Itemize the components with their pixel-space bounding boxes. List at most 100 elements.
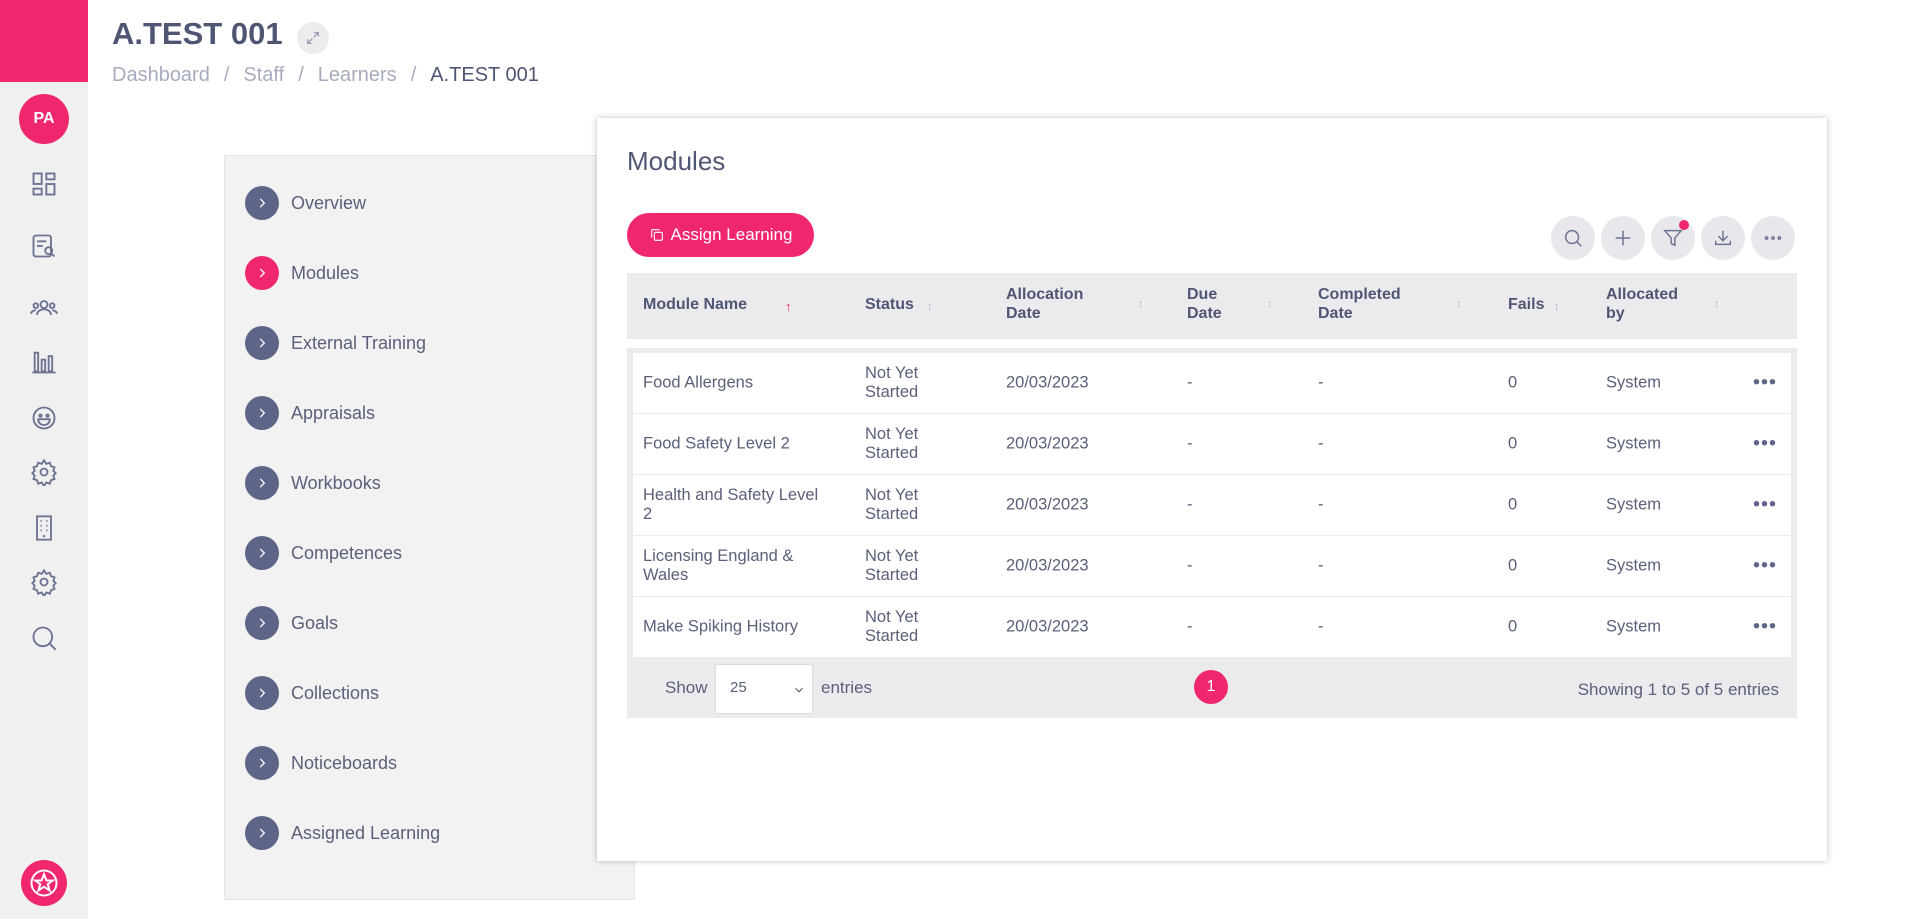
table-more-button[interactable] <box>1751 216 1795 260</box>
table-search-button[interactable] <box>1551 216 1595 260</box>
table-row[interactable]: Health and Safety Level 2 Not Yet Started … <box>633 475 1791 535</box>
row-more-icon[interactable]: ••• <box>1752 432 1777 455</box>
users-icon[interactable] <box>28 292 60 324</box>
column-completed-date[interactable]: Completed Date ↕ <box>1318 286 1462 322</box>
dashboard-icon[interactable] <box>28 168 60 200</box>
expand-icon <box>307 32 319 44</box>
gear-icon[interactable] <box>28 456 60 488</box>
nav-item-overview[interactable]: Overview <box>245 186 366 220</box>
nav-item-appraisals[interactable]: Appraisals <box>245 396 375 430</box>
chevron-down-icon <box>795 687 803 693</box>
column-fails[interactable]: Fails ↕ <box>1508 295 1578 314</box>
nav-item-collections[interactable]: Collections <box>245 676 379 710</box>
cell-allocation-date: 20/03/2023 <box>1006 556 1089 575</box>
cell-status: Not Yet Started <box>865 364 919 401</box>
filter-active-dot <box>1679 220 1689 230</box>
table-filter-button[interactable] <box>1651 216 1695 260</box>
cell-fails: 0 <box>1508 617 1518 636</box>
nav-item-label: Collections <box>291 682 380 703</box>
table-row[interactable]: Licensing England & Wales Not Yet Started … <box>633 536 1791 596</box>
sort-icon: ↕ <box>1138 298 1144 310</box>
sort-icon: ↕ <box>1714 298 1720 310</box>
chevron-right-icon <box>245 256 279 290</box>
breadcrumb: Dashboard / Staff / Learners / A.TEST 00… <box>112 64 539 87</box>
cell-status: Not Yet Started <box>865 425 919 462</box>
sort-asc-icon: ↑ <box>785 299 792 314</box>
nav-item-external-training[interactable]: External Training <box>245 326 426 360</box>
cell-completed-date: - <box>1318 617 1324 636</box>
search-icon[interactable] <box>28 622 60 654</box>
column-allocation-date[interactable]: Allocation Date ↕ <box>1006 286 1144 322</box>
page-title: A.TEST 001 <box>112 16 283 51</box>
breadcrumb-staff[interactable]: Staff <box>243 64 285 86</box>
breadcrumb-dashboard[interactable]: Dashboard <box>112 64 210 86</box>
show-label: Show <box>665 678 708 697</box>
chevron-right-icon <box>245 816 279 850</box>
table-body: Food Allergens Not Yet Started 20/03/2023… <box>627 348 1797 658</box>
cell-status: Not Yet Started <box>865 608 919 645</box>
left-rail: PA <box>0 0 88 919</box>
cell-due-date: - <box>1187 373 1193 392</box>
sort-icon: ↕ <box>927 301 933 313</box>
page-size-select[interactable]: 25 <box>715 664 813 714</box>
cell-allocation-date: 20/03/2023 <box>1006 373 1089 392</box>
modules-card: Modules Assign Learning Module Name ↑ St… <box>597 118 1827 861</box>
cell-allocation-date: 20/03/2023 <box>1006 434 1089 453</box>
copy-icon <box>650 229 663 241</box>
entries-label: entries <box>821 678 873 697</box>
cell-due-date: - <box>1187 495 1193 514</box>
settings-cog-icon[interactable] <box>28 566 60 598</box>
cell-allocation-date: 20/03/2023 <box>1006 495 1089 514</box>
row-more-icon[interactable]: ••• <box>1752 615 1777 638</box>
nav-item-workbooks[interactable]: Workbooks <box>245 466 381 500</box>
cell-completed-date: - <box>1318 556 1324 575</box>
table-add-button[interactable] <box>1601 216 1645 260</box>
chevron-right-icon <box>245 466 279 500</box>
cell-allocation-date: 20/03/2023 <box>1006 617 1089 636</box>
column-due-date[interactable]: Due Date ↕ <box>1187 286 1273 322</box>
sort-icon: ↕ <box>1267 298 1273 310</box>
cell-allocated-by: System <box>1606 556 1662 575</box>
expand-button[interactable] <box>297 22 329 54</box>
row-more-icon[interactable]: ••• <box>1752 493 1777 516</box>
nav-item-noticeboards[interactable]: Noticeboards <box>245 746 397 780</box>
pagination-page-1[interactable]: 1 <box>1194 670 1228 704</box>
assign-learning-button[interactable]: Assign Learning <box>627 213 814 257</box>
cell-module-name: Make Spiking History <box>643 617 798 636</box>
nav-item-assigned-learning[interactable]: Assigned Learning <box>245 816 440 850</box>
nav-item-modules[interactable]: Modules <box>245 256 359 290</box>
column-status[interactable]: Status ↕ <box>865 295 985 314</box>
download-icon <box>1714 230 1732 246</box>
table-row[interactable]: Make Spiking History Not Yet Started 20/0… <box>633 597 1791 657</box>
star-badge-icon[interactable] <box>21 860 67 906</box>
cell-due-date: - <box>1187 434 1193 453</box>
table-download-button[interactable] <box>1701 216 1745 260</box>
nav-item-label: Modules <box>291 262 360 283</box>
bar-chart-icon[interactable] <box>28 346 60 378</box>
building-icon[interactable] <box>28 512 60 544</box>
nav-item-label: Competences <box>291 542 403 563</box>
cell-due-date: - <box>1187 617 1193 636</box>
smiley-icon[interactable] <box>28 402 60 434</box>
brand-block <box>0 0 88 82</box>
breadcrumb-learners[interactable]: Learners <box>317 64 397 86</box>
row-more-icon[interactable]: ••• <box>1752 371 1777 394</box>
column-allocated-by[interactable]: Allocated by ↕ <box>1606 286 1720 322</box>
table-row[interactable]: Food Safety Level 2 Not Yet Started 20/03… <box>633 414 1791 474</box>
nav-item-goals[interactable]: Goals <box>245 606 338 640</box>
row-more-icon[interactable]: ••• <box>1752 554 1777 577</box>
cell-fails: 0 <box>1508 373 1518 392</box>
table-footer: Show 25 entries 1 Showing 1 to 5 of 5 en… <box>627 658 1797 718</box>
search-icon <box>1564 229 1582 247</box>
search-document-icon[interactable] <box>28 230 60 262</box>
breadcrumb-current: A.TEST 001 <box>430 64 539 86</box>
nav-item-label: Workbooks <box>291 472 381 493</box>
nav-item-competences[interactable]: Competences <box>245 536 402 570</box>
chevron-right-icon <box>245 186 279 220</box>
table-row[interactable]: Food Allergens Not Yet Started 20/03/2023… <box>633 353 1791 413</box>
chevron-right-icon <box>245 676 279 710</box>
avatar[interactable]: PA <box>19 94 69 144</box>
cell-allocated-by: System <box>1606 617 1662 636</box>
showing-info: Showing 1 to 5 of 5 entries <box>1577 680 1779 699</box>
column-module-name[interactable]: Module Name ↑ <box>643 296 792 314</box>
